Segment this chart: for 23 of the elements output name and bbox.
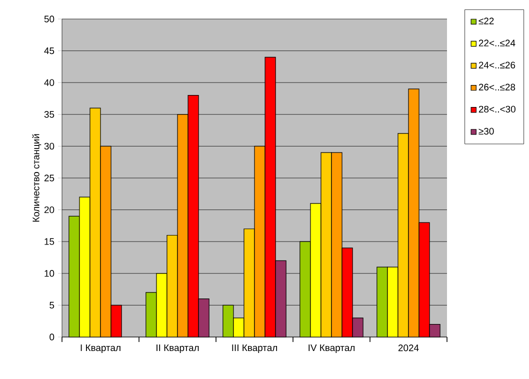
x-tick-label: II Квартал <box>156 344 199 353</box>
x-tick-label: I Квартал <box>80 344 120 353</box>
y-tick-label: 40 <box>44 79 54 86</box>
y-tick-label: 20 <box>44 206 54 214</box>
legend-label: ≤22 <box>478 18 494 24</box>
y-tick-label: 0 <box>50 334 54 340</box>
y-tick-label: 10 <box>44 270 54 277</box>
x-tick-label: III Квартал <box>232 344 278 353</box>
y-tick-label: 15 <box>44 238 54 245</box>
y-axis-title: Количество станций <box>32 134 42 222</box>
y-tick-label: 35 <box>44 111 54 118</box>
y-tick-label: 50 <box>44 16 54 22</box>
y-tick-label: 5 <box>50 302 54 309</box>
legend-label: 28<..<30 <box>478 106 516 113</box>
y-tick-label: 45 <box>44 47 54 54</box>
legend-label: ≥30 <box>478 128 494 135</box>
legend-label: 24<..≤26 <box>478 62 516 68</box>
legend-label: 22<..≤24 <box>478 40 516 46</box>
y-tick-label: 25 <box>44 174 54 182</box>
y-tick-label: 30 <box>44 142 54 150</box>
legend-label: 26<..≤28 <box>478 84 516 90</box>
x-tick-label: IV Квартал <box>308 344 355 353</box>
x-tick-label: 2024 <box>398 344 419 352</box>
